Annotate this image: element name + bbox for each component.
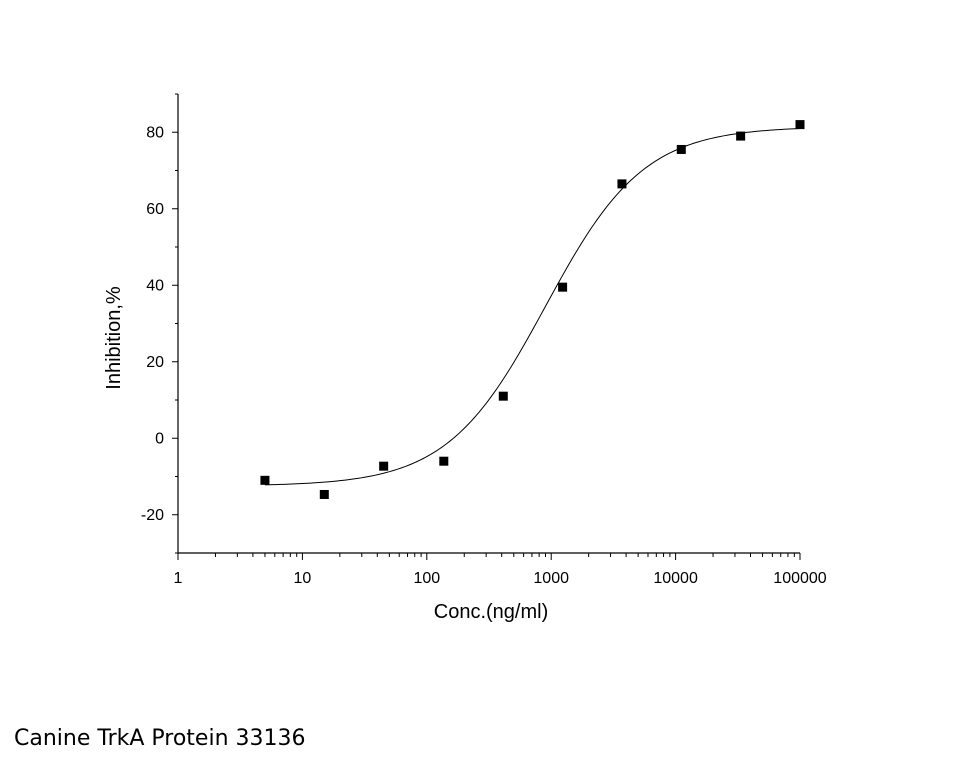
y-axis-title: Inhibition,%: [103, 286, 125, 390]
data-point: [439, 456, 449, 466]
data-point: [319, 489, 329, 499]
x-axis-title: Conc.(ng/ml): [434, 601, 548, 623]
data-point: [795, 120, 805, 130]
y-tick-label: 60: [146, 201, 164, 218]
data-point: [676, 144, 686, 154]
data-point: [498, 391, 508, 401]
chart-caption: Canine TrkA Protein 33136: [14, 726, 306, 751]
fit-curve: [264, 128, 801, 486]
tick-labels: -20 0 20 40 60 80 1 10 100 1000 10000 100000: [141, 124, 827, 587]
axes: [177, 94, 800, 554]
data-point: [617, 179, 627, 189]
data-point: [558, 282, 568, 292]
y-tick-label: 80: [146, 124, 164, 141]
data-point: [736, 131, 746, 141]
data-point: [260, 475, 270, 485]
x-tick-label: 100000: [773, 570, 826, 587]
y-tick-label: 0: [155, 430, 164, 447]
x-tick-label: 1000: [533, 570, 569, 587]
data-point: [379, 461, 389, 471]
y-tick-label: 40: [146, 277, 164, 294]
x-tick-label: 100: [413, 570, 440, 587]
y-tick-label: -20: [141, 507, 164, 524]
data-points: [260, 120, 805, 499]
x-tick-label: 10000: [653, 570, 698, 587]
x-tick-label: 10: [294, 570, 312, 587]
x-tick-label: 1: [174, 570, 183, 587]
y-tick-label: 20: [146, 354, 164, 371]
ticks: [172, 93, 801, 560]
